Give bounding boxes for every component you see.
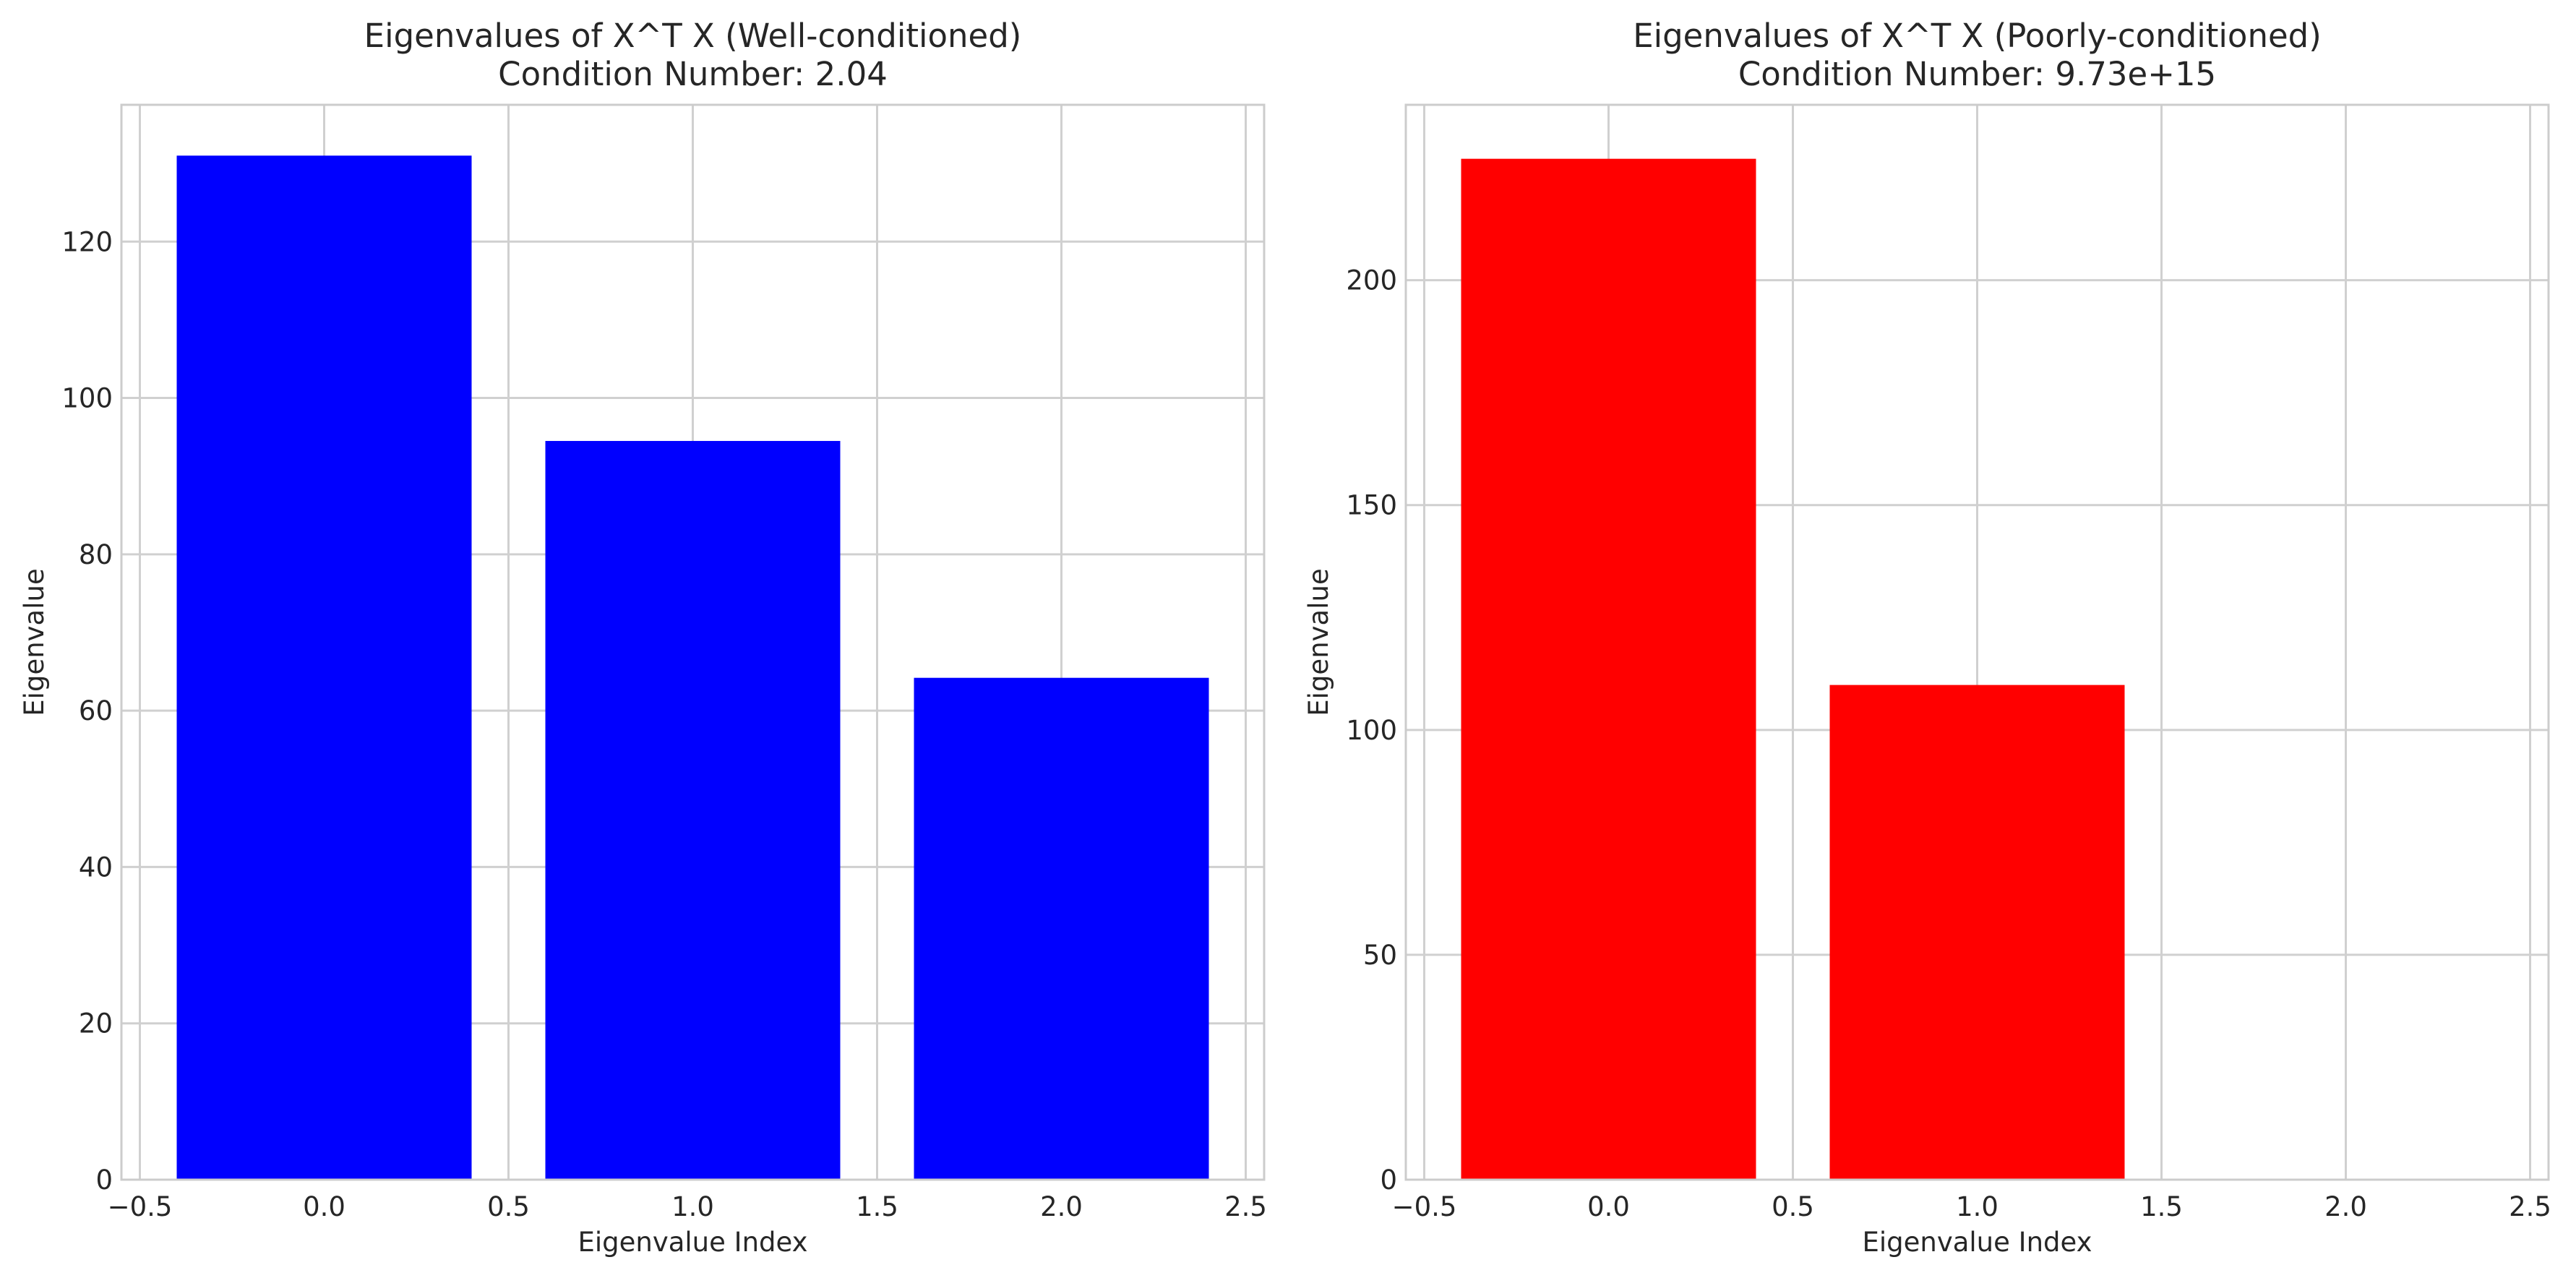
chart-panel-1: 0 20 40 60 80 100 120 −0.5 0.0 0.5 1.0 1.5 2.0 2.5 Eig… <box>19 17 1267 1258</box>
y-tick-label: 100 <box>61 383 113 414</box>
y-axis-label: Eigenvalue <box>1303 568 1334 716</box>
bar <box>914 677 1209 1180</box>
chart-subtitle: Condition Number: 2.04 <box>498 55 888 93</box>
y-tick-label: 20 <box>79 1008 113 1039</box>
chart-subtitle: Condition Number: 9.73e+15 <box>1738 55 2216 93</box>
y-tick-label: 200 <box>1346 265 1397 296</box>
x-tick-label: 2.5 <box>2509 1191 2551 1222</box>
x-tick-label: 0.0 <box>303 1191 345 1222</box>
x-tick-label: 2.5 <box>1224 1191 1267 1222</box>
x-tick-label: 1.5 <box>2140 1191 2183 1222</box>
x-tick-label: 0.5 <box>487 1191 530 1222</box>
bar <box>176 155 472 1180</box>
x-axis-label: Eigenvalue Index <box>578 1227 807 1258</box>
x-axis-label: Eigenvalue Index <box>1862 1227 2092 1258</box>
x-tick-label: 0.5 <box>1772 1191 1814 1222</box>
x-tick-label: −0.5 <box>108 1191 173 1222</box>
y-tick-label: 0 <box>95 1165 113 1196</box>
y-tick-label: 40 <box>79 852 113 883</box>
x-tick-label: 1.5 <box>856 1191 898 1222</box>
x-tick-label: 0.0 <box>1587 1191 1630 1222</box>
chart-title: Eigenvalues of X^T X (Well-conditioned) <box>364 17 1022 55</box>
y-tick-label: 120 <box>61 226 113 257</box>
x-tick-label: 2.0 <box>1040 1191 1083 1222</box>
y-axis-label: Eigenvalue <box>19 568 50 716</box>
y-tick-label: 80 <box>79 539 113 570</box>
bar <box>1461 158 1756 1180</box>
chart-title: Eigenvalues of X^T X (Poorly-conditioned… <box>1633 17 2322 55</box>
y-tick-label: 150 <box>1346 490 1397 521</box>
x-tick-label: 1.0 <box>1956 1191 1998 1222</box>
plot-frame <box>120 103 1266 1181</box>
y-tick-label: 0 <box>1380 1165 1397 1196</box>
x-tick-label: 2.0 <box>2324 1191 2367 1222</box>
bar <box>1829 685 2125 1180</box>
y-tick-label: 50 <box>1363 940 1397 971</box>
bar <box>545 441 841 1180</box>
x-tick-label: −0.5 <box>1392 1191 1457 1222</box>
x-tick-label: 1.0 <box>671 1191 714 1222</box>
plot-frame <box>1404 103 2550 1181</box>
y-tick-label: 60 <box>79 695 113 726</box>
y-tick-label: 100 <box>1346 715 1397 746</box>
chart-panel-2: 0 50 100 150 200 −0.5 0.0 0.5 1.0 1.5 2.0 2.5 Eigenv… <box>1303 17 2551 1258</box>
